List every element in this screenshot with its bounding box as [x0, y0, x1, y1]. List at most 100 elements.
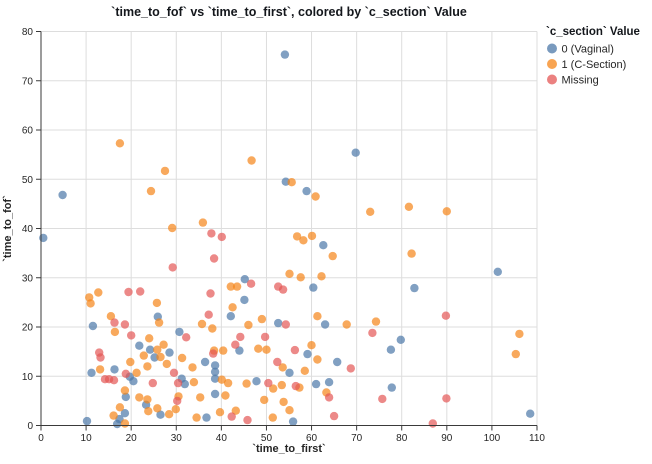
- data-point-series-1: [115, 139, 125, 148]
- y-tick-label: 30: [22, 273, 34, 284]
- data-point-series-1: [511, 349, 520, 359]
- data-point-series-1: [223, 378, 233, 388]
- x-tick-label: 20: [126, 433, 138, 444]
- y-tick-label: 40: [22, 224, 34, 235]
- data-point-series-1: [231, 406, 240, 415]
- y-tick-label: 50: [22, 175, 34, 186]
- data-point-series-0: [175, 327, 184, 337]
- data-point-series-1: [285, 406, 294, 415]
- data-point-series-2: [441, 311, 451, 320]
- data-point-series-1: [146, 186, 156, 196]
- data-point-series-2: [209, 349, 218, 358]
- data-point-series-1: [277, 380, 286, 390]
- data-point-series-0: [285, 368, 294, 377]
- data-point-series-1: [262, 345, 271, 354]
- data-point-series-1: [300, 366, 309, 375]
- x-tick-label: 60: [306, 433, 318, 444]
- data-point-series-0: [386, 345, 396, 354]
- data-point-series-1: [168, 223, 177, 233]
- data-point-series-0: [121, 392, 130, 402]
- data-point-series-0: [240, 295, 249, 305]
- data-point-series-1: [242, 379, 251, 388]
- x-tick-label: 90: [441, 433, 453, 444]
- data-point-series-2: [136, 287, 145, 296]
- data-point-series-1: [153, 345, 162, 354]
- data-point-series-2: [173, 378, 183, 388]
- data-point-series-1: [109, 411, 118, 420]
- data-point-series-1: [268, 413, 277, 422]
- data-point-series-0: [202, 413, 211, 422]
- data-point-series-1: [126, 357, 135, 367]
- data-point-series-0: [410, 283, 419, 293]
- data-point-series-0: [302, 186, 311, 196]
- data-point-series-2: [368, 328, 377, 338]
- data-point-series-2: [182, 333, 191, 342]
- data-point-series-2: [127, 331, 136, 340]
- data-point-series-1: [296, 273, 305, 282]
- chart-title: `time_to_fof` vs `time_to_first`, colore…: [111, 5, 467, 19]
- data-point-series-1: [217, 375, 226, 384]
- data-point-series-2: [442, 394, 451, 403]
- data-point-series-1: [269, 384, 278, 393]
- y-tick-label: 60: [22, 126, 34, 137]
- data-point-series-0: [235, 346, 244, 355]
- data-point-series-2: [278, 285, 288, 294]
- data-point-series-1: [94, 288, 103, 297]
- data-point-series-0: [120, 409, 130, 418]
- data-point-series-1: [120, 419, 130, 428]
- x-tick-label: 50: [261, 433, 273, 444]
- data-point-series-1: [160, 166, 170, 176]
- data-point-series-1: [299, 236, 308, 245]
- data-point-series-1: [189, 378, 199, 387]
- data-point-series-0: [39, 233, 48, 243]
- data-point-series-1: [215, 408, 225, 417]
- data-point-series-0: [210, 367, 220, 376]
- data-point-series-1: [144, 407, 153, 416]
- y-tick-label: 10: [22, 372, 34, 383]
- data-point-series-1: [279, 397, 288, 407]
- data-point-series-1: [106, 312, 116, 321]
- data-point-series-1: [278, 363, 287, 372]
- data-point-series-0: [333, 357, 342, 367]
- legend-title: `c_section` Value: [546, 26, 640, 38]
- data-point-series-2: [236, 332, 245, 342]
- data-point-series-1: [132, 368, 141, 377]
- data-point-series-2: [324, 393, 334, 402]
- data-point-series-1: [317, 272, 326, 281]
- data-point-series-1: [442, 207, 451, 216]
- data-point-series-1: [342, 320, 351, 329]
- data-point-series-0: [113, 419, 122, 429]
- data-point-series-0: [387, 383, 396, 392]
- data-point-series-1: [139, 351, 148, 360]
- data-point-series-0: [165, 348, 174, 357]
- legend-label-1: 1 (C-Section): [562, 59, 627, 71]
- data-point-series-2: [110, 318, 119, 327]
- data-point-series-0: [156, 410, 165, 419]
- data-point-series-1: [226, 282, 235, 291]
- data-point-series-1: [156, 352, 165, 362]
- data-point-series-2: [346, 364, 355, 373]
- data-point-series-2: [243, 415, 252, 425]
- data-point-series-1: [371, 317, 381, 326]
- data-point-series-2: [260, 332, 270, 342]
- data-point-series-0: [526, 409, 535, 418]
- data-point-series-1: [196, 393, 205, 402]
- x-tick-label: 110: [529, 433, 545, 444]
- data-point-series-2: [231, 340, 240, 349]
- data-point-series-1: [143, 362, 152, 371]
- data-point-series-1: [313, 312, 322, 321]
- x-tick-label: 100: [484, 433, 501, 444]
- x-tick-label: 80: [396, 433, 408, 444]
- x-tick-label: 10: [81, 433, 93, 444]
- data-point-series-1: [188, 363, 197, 372]
- data-point-series-0: [226, 312, 235, 321]
- data-point-series-1: [260, 395, 269, 405]
- data-point-series-1: [197, 319, 207, 329]
- data-point-series-1: [145, 334, 154, 343]
- data-point-series-0: [110, 365, 119, 374]
- data-point-series-2: [273, 357, 282, 367]
- data-point-series-1: [154, 318, 164, 327]
- data-point-series-1: [86, 299, 95, 308]
- data-point-series-2: [264, 378, 273, 388]
